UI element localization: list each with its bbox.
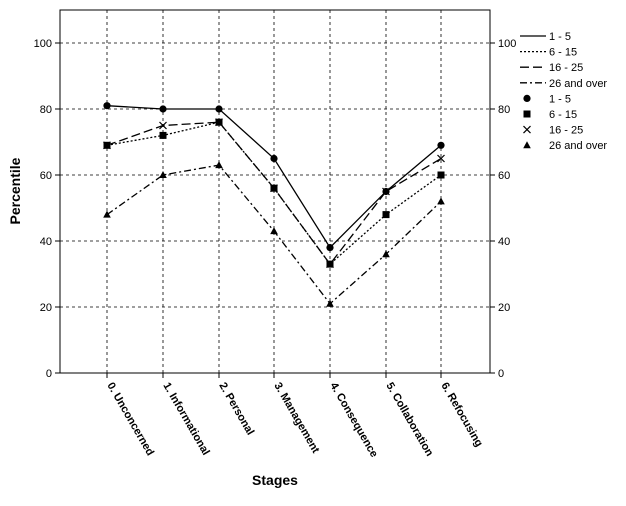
y-tick-label-left: 40	[40, 236, 52, 248]
legend-label: 6 - 15	[549, 47, 577, 59]
data-point	[215, 118, 223, 127]
legend-label: 1 - 5	[549, 93, 571, 105]
y-tick-label-right: 0	[498, 368, 504, 380]
data-point	[326, 299, 334, 307]
plot-frame	[59, 9, 491, 374]
y-axis-title: Percentile	[7, 157, 23, 224]
y-tick-label-right: 100	[498, 38, 516, 50]
data-point	[270, 227, 278, 235]
data-point	[382, 187, 390, 196]
legend-marker-key	[523, 94, 531, 102]
data-point	[159, 105, 167, 113]
x-tick-label: 2. Personal	[216, 381, 256, 438]
y-tick-label-left: 80	[40, 104, 52, 116]
data-point	[215, 161, 223, 169]
legend-label: 16 - 25	[549, 62, 583, 74]
data-point	[437, 141, 445, 149]
y-tick-label-right: 80	[498, 104, 510, 116]
legend-marker-key	[523, 141, 531, 149]
data-point	[159, 171, 167, 178]
legend-label: 26 and over	[549, 78, 607, 90]
x-axis-title: Stages	[252, 472, 298, 488]
data-point	[159, 131, 167, 139]
x-tick-label: 1. Informational	[160, 381, 211, 458]
data-point	[437, 197, 445, 205]
y-tick-label-right: 40	[498, 236, 510, 248]
y-tick-label-left: 0	[46, 368, 52, 380]
y-tick-label-left: 100	[34, 38, 52, 50]
data-point	[103, 102, 111, 110]
series-layer	[103, 102, 445, 307]
x-tick-label: 5. Collaboration	[383, 381, 435, 459]
data-point	[270, 154, 278, 163]
legend-label: 6 - 15	[549, 109, 577, 121]
legend-label: 26 and over	[549, 140, 607, 152]
series-3	[103, 118, 445, 269]
series-4	[103, 161, 445, 307]
x-tick-label: 6. Refocusing	[438, 381, 484, 449]
data-point	[326, 260, 334, 269]
axis-layer: 0 0 20 20 40 40 60 60 80 80 100 100 0. Unconcerned 1.…	[34, 9, 516, 460]
x-tick-label: 3. Management	[271, 381, 321, 456]
data-point	[270, 184, 278, 193]
data-point	[215, 105, 223, 113]
legend-marker-key	[523, 110, 531, 118]
legend-marker-key	[523, 125, 531, 134]
y-tick-label-right: 60	[498, 170, 510, 182]
data-point	[103, 210, 111, 218]
data-point	[103, 141, 111, 150]
data-point	[382, 211, 390, 219]
legend: 1 - 5 6 - 15 16 - 25 26 and over 1 - 5 6 - 15…	[520, 31, 607, 152]
data-point	[437, 171, 445, 179]
x-tick-label: 4. Consequence	[327, 381, 380, 460]
data-point	[382, 250, 390, 258]
legend-label: 16 - 25	[549, 125, 583, 137]
data-point	[326, 244, 334, 252]
legend-label: 1 - 5	[549, 31, 571, 43]
data-point	[437, 154, 445, 163]
x-tick-label: 0. Unconcerned	[104, 381, 156, 458]
y-tick-label-left: 20	[40, 302, 52, 314]
data-point	[159, 121, 167, 130]
y-tick-label-left: 60	[40, 170, 52, 182]
y-tick-label-right: 20	[498, 302, 510, 314]
